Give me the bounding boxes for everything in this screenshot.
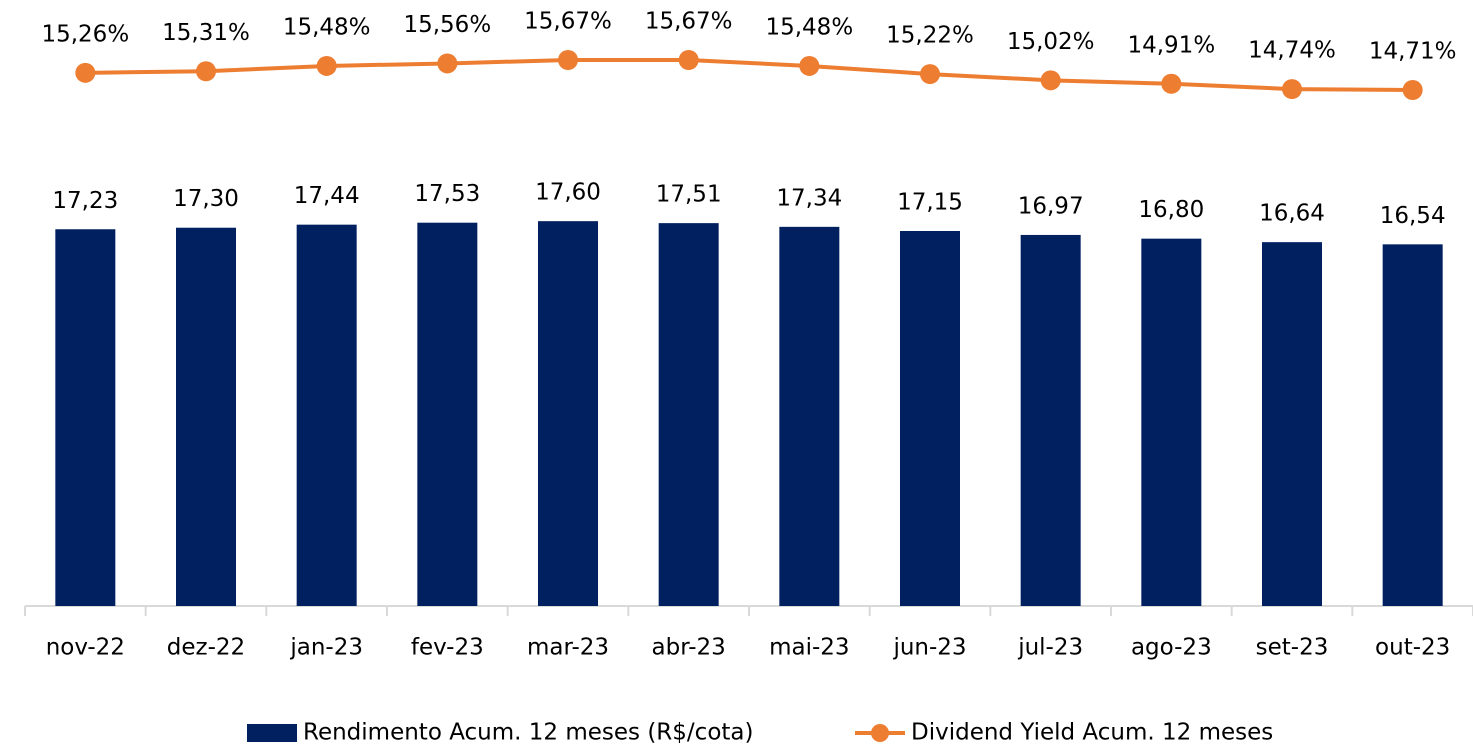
bar: [1382, 244, 1443, 606]
data-label: 17,15: [897, 190, 963, 216]
line-point: [558, 50, 578, 71]
x-tick-label: nov-22: [46, 635, 125, 661]
line-point: [196, 61, 216, 82]
data-label: 15,48%: [283, 14, 371, 40]
data-label: 14,91%: [1127, 32, 1215, 58]
data-label: 17,34: [776, 185, 842, 211]
data-label: 17,23: [52, 188, 118, 214]
data-label: 15,67%: [524, 9, 612, 35]
data-label: 17,60: [535, 180, 601, 206]
bar: [296, 224, 357, 606]
line-point: [920, 64, 940, 85]
x-tick-label: fev-23: [411, 635, 484, 661]
x-tick-label: set-23: [1256, 635, 1329, 661]
data-label: 15,48%: [765, 14, 853, 40]
x-tick-label: mai-23: [769, 635, 849, 661]
legend-marker: [871, 724, 889, 742]
bar: [900, 231, 960, 607]
data-label: 16,54: [1380, 203, 1446, 229]
line-point: [316, 55, 337, 76]
line-point: [75, 62, 96, 83]
bar: [1020, 234, 1081, 606]
bar: [538, 221, 598, 606]
data-label: 15,56%: [403, 12, 491, 38]
line-point: [1402, 80, 1423, 101]
data-label: 15,22%: [886, 23, 974, 49]
legend-swatch: [247, 724, 297, 742]
data-label: 15,26%: [41, 21, 129, 47]
bar: [1141, 238, 1202, 606]
data-label: 15,67%: [645, 9, 733, 35]
data-label: 16,97: [1018, 193, 1084, 219]
data-label: 16,80: [1138, 197, 1204, 223]
x-tick-label: jun-23: [892, 635, 966, 661]
line-point: [799, 55, 820, 76]
bar: [176, 227, 236, 606]
data-label: 14,71%: [1369, 39, 1457, 65]
x-tick-label: out-23: [1375, 635, 1450, 661]
data-label: 15,02%: [1007, 29, 1095, 55]
x-tick-label: ago-23: [1131, 635, 1212, 661]
legend-label: Dividend Yield Acum. 12 meses: [911, 720, 1273, 746]
data-label: 14,74%: [1248, 38, 1336, 64]
data-label: 17,30: [173, 186, 239, 212]
data-label: 17,53: [414, 181, 480, 207]
line-point: [437, 53, 458, 74]
data-label: 16,64: [1259, 201, 1325, 227]
bar: [658, 223, 719, 607]
bar: [779, 226, 840, 607]
data-label: 17,44: [294, 183, 360, 209]
line-point: [1040, 70, 1061, 91]
bar: [417, 222, 478, 607]
line-point: [1161, 73, 1182, 94]
data-label: 15,31%: [162, 20, 250, 46]
line-point: [1282, 79, 1302, 100]
x-tick-label: abr-23: [652, 635, 726, 661]
line-point: [678, 50, 699, 71]
line: [85, 58, 1413, 93]
data-label: 17,51: [656, 182, 722, 208]
x-tick-label: jan-23: [289, 635, 363, 661]
bar: [55, 229, 116, 607]
x-tick-label: mar-23: [527, 635, 609, 661]
x-tick-label: jul-23: [1017, 635, 1083, 661]
legend-label: Rendimento Acum. 12 meses (R$/cota): [303, 720, 753, 746]
bar: [1262, 242, 1322, 607]
x-tick-label: dez-22: [167, 635, 245, 661]
